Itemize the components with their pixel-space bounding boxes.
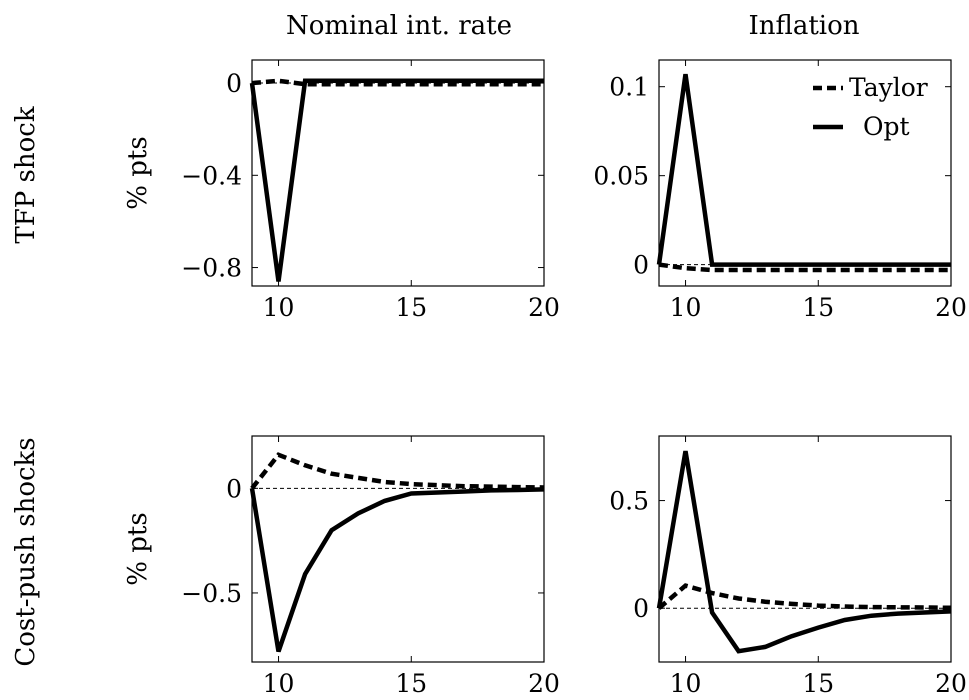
y-axis-title: % pts	[123, 136, 153, 209]
series-line-opt	[656, 73, 951, 267]
x-tick-label: 15	[802, 293, 834, 322]
plot-frame	[658, 435, 952, 663]
x-tick-label: 20	[935, 669, 967, 698]
y-tick-label: 0.05	[593, 162, 649, 191]
y-tick-label: 0	[226, 69, 242, 98]
x-tick-label: 20	[528, 293, 560, 322]
legend-label-taylor: Taylor	[849, 73, 928, 102]
x-tick-label: 10	[670, 293, 702, 322]
panels: 10 15 20 0 −0.4 −0.8 % pts 10 15 20 0 0.05 0.1 Taylor…	[123, 59, 967, 698]
x-tick-label: 15	[395, 669, 427, 698]
series-line-taylor	[251, 78, 544, 87]
x-tick-label: 15	[802, 669, 834, 698]
x-tick-label: 15	[395, 293, 427, 322]
row-label-tfp-shock: TFP shock	[11, 106, 41, 243]
y-tick-label: 0.1	[609, 73, 649, 102]
panel-0: 10 15 20 0 −0.4 −0.8 % pts	[123, 59, 560, 322]
series-line-opt	[249, 487, 545, 653]
x-tick-label: 10	[670, 669, 702, 698]
y-tick-label: 0	[226, 474, 242, 503]
row-label-cost-push-shocks: Cost-push shocks	[11, 437, 41, 666]
x-tick-label: 20	[528, 669, 560, 698]
y-tick-label: −0.8	[181, 254, 242, 283]
y-tick-label: 0	[633, 594, 649, 623]
series-line-taylor	[658, 262, 951, 273]
x-tick-label: 10	[263, 669, 295, 698]
x-tick-label: 10	[263, 293, 295, 322]
series-line-opt	[656, 450, 952, 654]
plot-frame	[251, 435, 545, 663]
y-tick-label: −0.5	[181, 579, 242, 608]
series-line-opt	[249, 78, 544, 282]
column-title-inflation: Inflation	[748, 11, 859, 41]
series-line-taylor	[657, 583, 952, 611]
x-tick-label: 20	[935, 293, 967, 322]
plot-frame	[251, 59, 545, 287]
y-tick-label: −0.4	[181, 161, 242, 190]
y-tick-label: 0.5	[609, 487, 649, 516]
column-title-nominal-rate: Nominal int. rate	[286, 11, 512, 41]
series-line-taylor	[250, 452, 545, 490]
y-tick-label: 0	[633, 251, 649, 280]
panel-1: 10 15 20 0 0.05 0.1 Taylor Opt	[593, 59, 967, 322]
plot-frame	[658, 59, 952, 287]
panel-3: 10 15 20 0 0.5	[609, 435, 967, 698]
panel-2: 10 15 20 0 −0.5 % pts	[123, 435, 560, 698]
y-axis-title: % pts	[123, 512, 153, 585]
legend-label-opt: Opt	[863, 112, 910, 141]
